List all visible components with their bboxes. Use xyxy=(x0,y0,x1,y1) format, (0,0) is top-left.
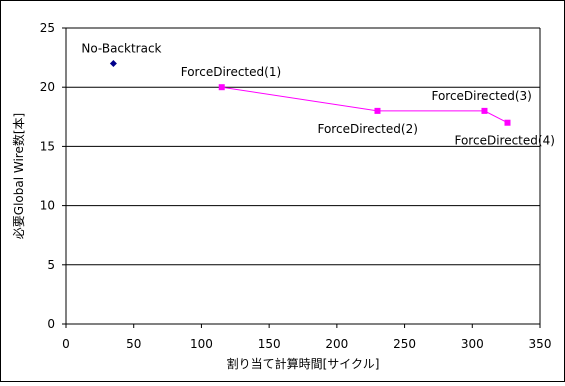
point-labels: No-Backtrack ForceDirected(1) ForceDirecte… xyxy=(81,42,555,148)
data-point-square xyxy=(481,107,488,114)
series-0 xyxy=(109,60,117,68)
x-tick-label: 350 xyxy=(529,337,552,351)
x-tick-label: 300 xyxy=(461,337,484,351)
y-tick-label: 0 xyxy=(47,317,55,331)
x-tick-label: 200 xyxy=(325,337,348,351)
data-point-square xyxy=(218,84,225,91)
x-tick-label: 0 xyxy=(62,337,70,351)
point-label: ForceDirected(4) xyxy=(454,134,554,148)
y-tick-label: 5 xyxy=(47,258,55,272)
y-axis-title: 必要Global Wire数[本] xyxy=(11,113,26,239)
x-tick-label: 250 xyxy=(393,337,416,351)
point-label: ForceDirected(2) xyxy=(317,122,417,136)
point-label: No-Backtrack xyxy=(81,42,161,56)
series-line xyxy=(221,86,508,124)
y-tick-label: 15 xyxy=(40,139,55,153)
x-tick-label: 50 xyxy=(126,337,141,351)
x-tick-label: 100 xyxy=(190,337,213,351)
x-tick-label: 150 xyxy=(258,337,281,351)
data-series xyxy=(109,60,511,126)
y-tick-label: 25 xyxy=(40,21,55,35)
series-1 xyxy=(218,84,511,126)
x-axis-title: 割り当て計算時間[サイクル] xyxy=(227,356,380,371)
y-tick-label: 20 xyxy=(40,80,55,94)
data-point-square xyxy=(374,107,381,114)
data-point-diamond xyxy=(109,60,117,68)
grid-lines xyxy=(66,27,540,266)
point-label: ForceDirected(3) xyxy=(431,89,531,103)
y-tick-label: 10 xyxy=(40,199,55,213)
data-point-square xyxy=(504,119,511,126)
point-label: ForceDirected(1) xyxy=(181,65,281,79)
